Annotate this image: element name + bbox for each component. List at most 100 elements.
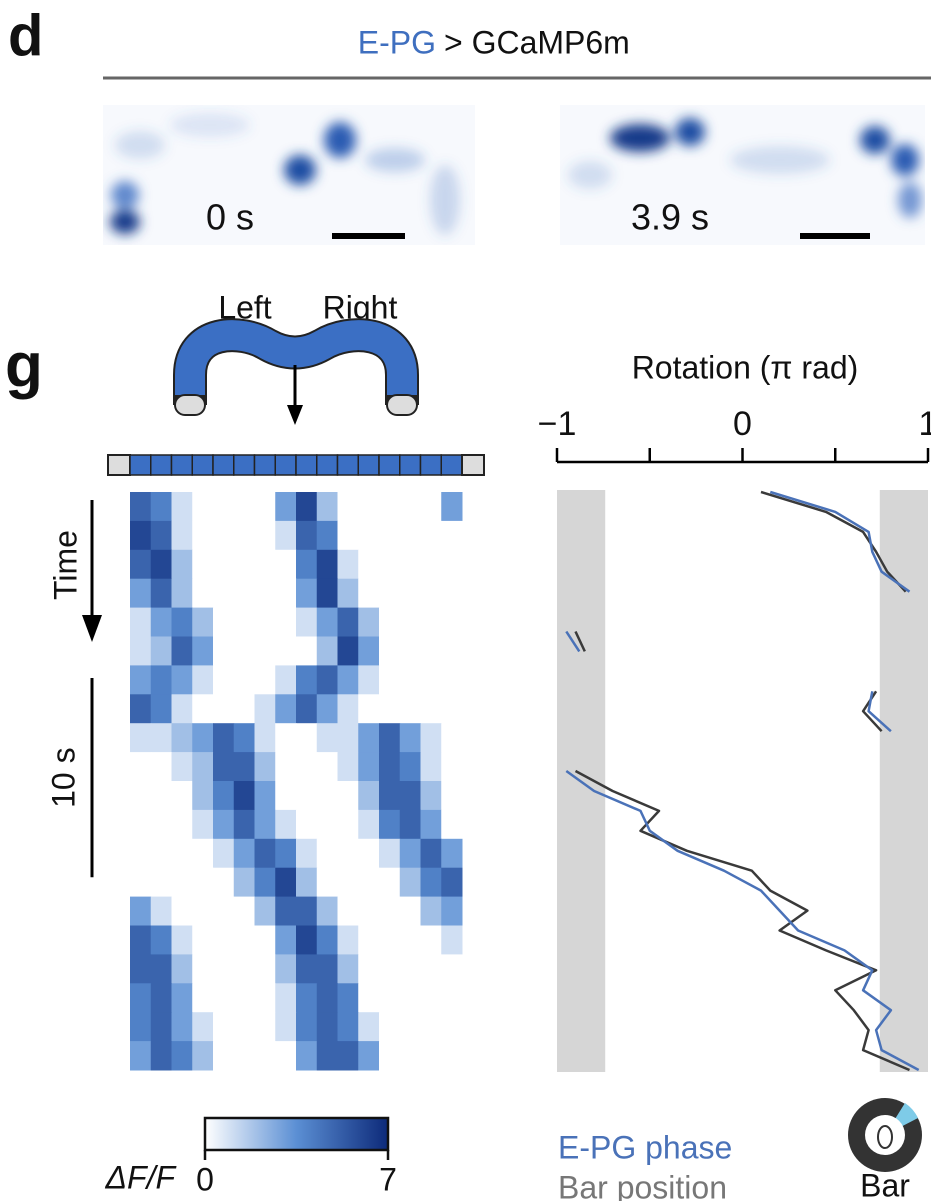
heatmap-cell	[296, 607, 318, 637]
heatmap-cell	[316, 694, 338, 724]
heatmap-cell	[150, 723, 172, 753]
heatmap-cell	[171, 578, 193, 609]
heatmap-cell	[441, 723, 463, 753]
title-rest: > GCaMP6m	[444, 24, 630, 60]
heatmap-cell	[254, 520, 276, 551]
heatmap-cell	[171, 665, 193, 695]
glomerulus	[170, 454, 193, 476]
time-label: Time	[47, 530, 83, 600]
heatmap-cell	[358, 867, 380, 898]
heatmap-cell	[130, 694, 152, 724]
heatmap-cell	[275, 925, 297, 955]
heatmap-cell	[130, 867, 152, 898]
heatmap-cell	[233, 520, 255, 551]
heatmap-cell	[233, 781, 255, 811]
heatmap-cell	[275, 520, 297, 551]
heatmap-cell	[130, 723, 152, 753]
colorbar-label: ΔF/F	[105, 1159, 178, 1195]
heatmap-cell	[316, 867, 338, 898]
heatmap-cell	[358, 520, 380, 551]
glomerulus	[357, 454, 380, 476]
colorbar	[203, 1116, 390, 1152]
heatmap-cell	[358, 607, 380, 637]
heatmap-cell	[130, 925, 152, 955]
heatmap-cell	[337, 1041, 359, 1071]
glomerulus	[191, 454, 214, 476]
heatmap-cell	[130, 520, 152, 551]
heatmap-cell	[337, 896, 359, 926]
heatmap-cell	[150, 781, 172, 811]
heatmap-cell	[254, 578, 276, 609]
heatmap-cell	[275, 607, 297, 637]
heatmap-cell	[316, 665, 338, 695]
heatmap-cell	[213, 809, 235, 840]
heatmap-cell	[150, 1041, 172, 1071]
heatmap-cell	[379, 983, 401, 1013]
heatmap-cell	[275, 896, 297, 926]
heatmap-cell	[275, 1012, 297, 1042]
heatmap-cell	[420, 809, 442, 840]
heatmap-cell	[254, 781, 276, 811]
heatmap-cell	[337, 925, 359, 955]
heatmap-cell	[441, 694, 463, 724]
heatmap-cell	[233, 752, 255, 782]
heatmap-cell	[213, 896, 235, 926]
heatmap-cell	[399, 665, 421, 695]
heatmap-cell	[254, 665, 276, 695]
heatmap-cell	[130, 838, 152, 869]
heatmap-cell	[420, 694, 442, 724]
heatmap-cell	[296, 838, 318, 869]
panel-letter: d	[8, 3, 43, 68]
heatmap-cell	[233, 809, 255, 840]
heatmap-cell	[192, 1041, 214, 1071]
heatmap-cell	[399, 867, 421, 898]
heatmap-cell	[420, 838, 442, 869]
heatmap-cell	[150, 838, 172, 869]
heatmap-cell	[130, 954, 152, 984]
heatmap-cell	[358, 896, 380, 926]
heatmap-cell	[254, 607, 276, 637]
heatmap-cell	[254, 636, 276, 666]
heatmap-cell	[171, 636, 193, 666]
image-frame	[103, 105, 475, 245]
heatmap-cell	[379, 1041, 401, 1071]
heatmap-cell	[420, 520, 442, 551]
heatmap-cell	[316, 520, 338, 551]
heatmap-cell	[192, 694, 214, 724]
heatmap-cell	[296, 781, 318, 811]
heatmap-cell	[213, 607, 235, 637]
heatmap-cell	[254, 809, 276, 840]
heatmap-cell	[254, 694, 276, 724]
heatmap-cell	[150, 954, 172, 984]
heatmap-cell	[192, 867, 214, 898]
heatmap-cell	[254, 549, 276, 580]
heatmap-cell	[379, 694, 401, 724]
heatmap-cell	[379, 867, 401, 898]
heatmap-cell	[213, 723, 235, 753]
heatmap-cell	[130, 896, 152, 926]
heatmap-cell	[233, 925, 255, 955]
title-blue: E-PG	[358, 24, 436, 60]
heatmap-cell	[254, 925, 276, 955]
heatmap-cell	[130, 492, 152, 522]
heatmap-cell	[275, 838, 297, 869]
heatmap-cell	[296, 520, 318, 551]
heatmap-cell	[399, 607, 421, 637]
heatmap-cell	[213, 867, 235, 898]
heatmap-cell	[213, 636, 235, 666]
heatmap-cell	[171, 1012, 193, 1042]
glomerulus	[316, 454, 339, 476]
heatmap-cell	[337, 781, 359, 811]
heatmap-cell	[213, 520, 235, 551]
heatmap-cell	[399, 636, 421, 666]
scale-bar-label: 10 s	[45, 747, 81, 807]
heatmap-cell	[192, 723, 214, 753]
heatmap-cell	[150, 578, 172, 609]
heatmap-cell	[150, 607, 172, 637]
heatmap-cell	[441, 1041, 463, 1071]
heatmap-cell	[130, 752, 152, 782]
heatmap-cell	[337, 1012, 359, 1042]
heatmap-cell	[171, 954, 193, 984]
heatmap-cell	[337, 867, 359, 898]
